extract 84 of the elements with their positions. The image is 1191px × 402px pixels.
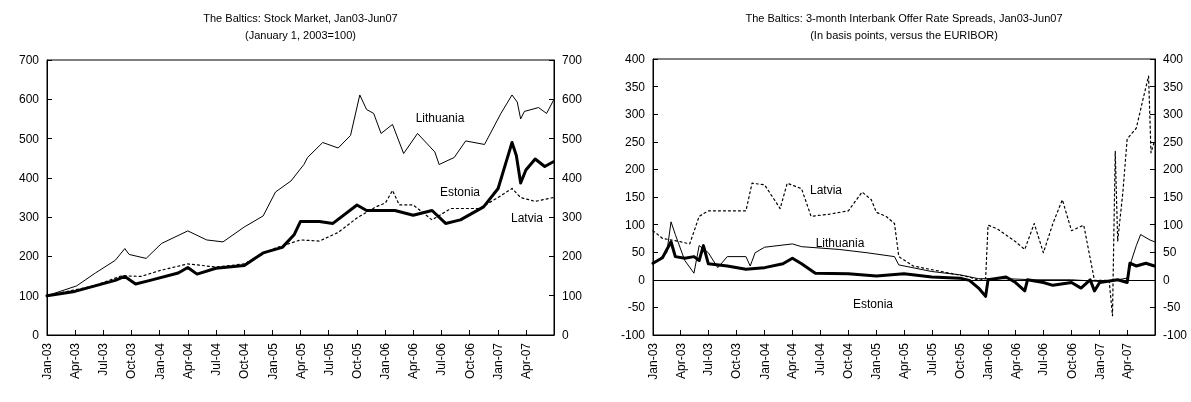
y-tick-label: 500 [18, 131, 40, 146]
x-tick-label: Oct-06 [1064, 342, 1079, 380]
y2-tick-label: 300 [1162, 107, 1184, 122]
series-label: Lithuania [415, 111, 465, 125]
x-tick-label: Oct-03 [124, 342, 139, 380]
y2-tick-label: 250 [1162, 134, 1184, 149]
x-tick-label: Jan-06 [981, 342, 996, 380]
x-tick-label: Apr-03 [673, 342, 688, 380]
y2-tick-label: 200 [1162, 162, 1184, 177]
y-tick-label: 300 [18, 210, 40, 225]
y-tick-label: 0 [32, 328, 40, 342]
y2-tick-label: 500 [562, 131, 583, 146]
x-tick-label: Jan-07 [491, 342, 506, 380]
y-tick-label: 200 [18, 249, 40, 264]
x-tick-label: Jan-04 [757, 342, 772, 380]
y2-tick-label: 350 [1162, 79, 1184, 94]
chart-title: The Baltics: 3-month Interbank Offer Rate Spreads, Jan03-Jun07 [745, 12, 1063, 24]
x-tick-label: Apr-06 [406, 342, 421, 380]
x-tick-label: Apr-07 [1120, 342, 1135, 380]
y2-tick-label: 0 [1162, 272, 1170, 287]
y-tick-label: 50 [631, 245, 646, 260]
y2-tick-label: 400 [1162, 52, 1184, 66]
y-tick-label: -100 [620, 328, 646, 342]
x-tick-label: Oct-04 [237, 342, 252, 380]
x-tick-label: Jul-04 [813, 342, 828, 376]
x-tick-label: Oct-04 [841, 342, 856, 380]
x-tick-label: Jul-03 [701, 342, 716, 376]
y-tick-label: 100 [624, 217, 646, 232]
chart-title: The Baltics: Stock Market, Jan03-Jun07 [203, 12, 398, 24]
x-tick-label: Oct-06 [462, 342, 477, 380]
x-tick-label: Apr-05 [293, 342, 308, 380]
x-tick-label: Oct-05 [350, 342, 364, 380]
x-tick-label: Jan-07 [1092, 342, 1107, 380]
y-tick-label: 400 [624, 52, 646, 66]
chart-subtitle: (January 1, 2003=100) [245, 29, 356, 41]
y2-tick-label: 0 [562, 328, 569, 342]
x-tick-label: Apr-06 [1008, 342, 1023, 380]
y2-tick-label: 600 [562, 92, 583, 107]
x-tick-label: Jul-05 [924, 342, 939, 376]
x-tick-label: Oct-05 [952, 342, 967, 380]
x-tick-label: Apr-04 [180, 342, 195, 380]
x-tick-label: Jul-05 [321, 342, 336, 376]
y2-tick-label: 200 [562, 249, 583, 264]
series-label: Estonia [852, 297, 894, 311]
x-tick-label: Jul-03 [95, 342, 110, 376]
x-tick-label: Jul-06 [434, 342, 449, 376]
y-tick-label: 100 [18, 288, 40, 303]
y-tick-label: 200 [624, 162, 646, 177]
y-tick-label: 350 [624, 79, 646, 94]
y2-tick-label: 700 [562, 53, 583, 67]
series-label: Latvia [510, 211, 544, 225]
y2-tick-label: 400 [562, 170, 583, 185]
x-tick-label: Jan-03 [646, 342, 660, 380]
y-tick-label: 400 [18, 170, 40, 185]
y2-tick-label: 50 [1162, 245, 1177, 260]
y2-tick-label: 100 [562, 288, 583, 303]
x-tick-label: Apr-04 [785, 342, 800, 380]
y-tick-label: 250 [624, 134, 646, 149]
x-tick-label: Oct-03 [729, 342, 744, 380]
x-tick-label: Apr-03 [67, 342, 82, 380]
x-tick-label: Jan-04 [152, 342, 167, 380]
x-tick-label: Apr-07 [518, 342, 533, 380]
y2-tick-label: -50 [1162, 300, 1181, 315]
series-label: Lithuania [815, 236, 865, 250]
chart-subtitle: (In basis points, versus the EURIBOR) [810, 29, 998, 41]
y-tick-label: 300 [624, 107, 646, 122]
y2-tick-label: 150 [1162, 190, 1184, 204]
x-tick-label: Jan-06 [378, 342, 393, 380]
y2-tick-label: 100 [1162, 217, 1184, 232]
y-tick-label: 0 [638, 272, 646, 287]
y2-tick-label: 300 [562, 210, 583, 225]
x-tick-label: Jan-03 [40, 342, 54, 380]
y-tick-label: 600 [18, 92, 40, 107]
y-tick-label: 700 [18, 53, 40, 67]
x-tick-label: Jan-05 [869, 342, 884, 380]
series-label: Latvia [809, 183, 843, 197]
x-tick-label: Apr-05 [896, 342, 911, 380]
y-tick-label: -50 [627, 300, 646, 315]
x-tick-label: Jul-06 [1036, 342, 1051, 376]
series-label: Estonia [439, 185, 481, 199]
y2-tick-label: -100 [1162, 328, 1188, 342]
x-tick-label: Jan-05 [265, 342, 280, 380]
y-tick-label: 150 [624, 190, 646, 204]
x-tick-label: Jul-04 [208, 342, 223, 376]
